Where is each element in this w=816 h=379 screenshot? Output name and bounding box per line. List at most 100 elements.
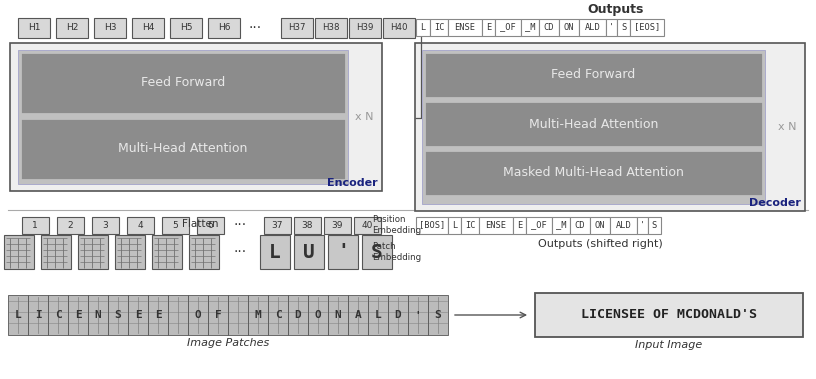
Text: H37: H37 [288, 23, 306, 33]
Text: ENSE: ENSE [486, 221, 507, 230]
Text: _M: _M [525, 22, 535, 31]
Bar [610, 216, 637, 233]
Bar [353, 216, 380, 233]
Text: Flatten: Flatten [182, 219, 219, 229]
Text: U: U [303, 243, 315, 262]
Text: H3: H3 [104, 23, 116, 33]
Text: M: M [255, 310, 261, 320]
Bar [21, 53, 345, 113]
Text: ': ' [640, 221, 645, 230]
Text: ALD: ALD [615, 221, 632, 230]
Bar [268, 295, 288, 335]
Text: H1: H1 [28, 23, 40, 33]
Text: _OF: _OF [500, 22, 516, 31]
Text: Encoder: Encoder [327, 178, 378, 188]
Text: Feed Forward: Feed Forward [141, 77, 225, 89]
Text: Patch
Embedding: Patch Embedding [372, 242, 421, 262]
Text: ON: ON [564, 22, 574, 31]
Bar [91, 216, 118, 233]
Text: H40: H40 [390, 23, 408, 33]
Bar [315, 18, 347, 38]
Bar [430, 19, 448, 36]
Bar [168, 295, 188, 335]
Bar [189, 235, 219, 269]
Text: ': ' [415, 310, 421, 320]
Bar [197, 216, 224, 233]
Text: E: E [74, 310, 82, 320]
Text: H39: H39 [357, 23, 374, 33]
Bar [559, 19, 579, 36]
Bar [328, 295, 348, 335]
Text: S: S [435, 310, 441, 320]
Bar [68, 295, 88, 335]
Text: L: L [420, 22, 426, 31]
Bar [8, 295, 28, 335]
Text: Image Patches: Image Patches [187, 338, 269, 348]
Bar [535, 293, 803, 337]
Text: CD: CD [574, 221, 585, 230]
Text: x N: x N [355, 112, 373, 122]
Bar [526, 216, 552, 233]
Text: H38: H38 [322, 23, 339, 33]
Bar [448, 216, 461, 233]
Text: Multi-Head Attention: Multi-Head Attention [529, 117, 659, 130]
Bar [461, 216, 479, 233]
Bar [448, 19, 482, 36]
Text: A: A [355, 310, 361, 320]
Bar [132, 18, 164, 38]
Text: _M: _M [556, 221, 566, 230]
Bar [482, 19, 495, 36]
Text: Masked Multi-Head Attention: Masked Multi-Head Attention [503, 166, 684, 180]
Bar [228, 295, 248, 335]
Bar [56, 18, 88, 38]
Text: O: O [195, 310, 202, 320]
Text: Decoder: Decoder [749, 198, 801, 208]
Text: L: L [375, 310, 381, 320]
Text: D: D [295, 310, 301, 320]
Text: 1: 1 [32, 221, 38, 230]
Text: ···: ··· [233, 245, 246, 259]
Bar [162, 216, 188, 233]
Bar [18, 18, 50, 38]
Text: 6: 6 [207, 221, 213, 230]
Bar [56, 216, 83, 233]
Text: 5: 5 [172, 221, 178, 230]
Text: F: F [215, 310, 221, 320]
Text: E: E [154, 310, 162, 320]
Text: Multi-Head Attention: Multi-Head Attention [118, 143, 248, 155]
Bar [513, 216, 526, 233]
Bar [422, 50, 765, 204]
Bar [552, 216, 570, 233]
Text: C: C [275, 310, 282, 320]
Text: ALD: ALD [584, 22, 601, 31]
Text: 37: 37 [271, 221, 283, 230]
Text: N: N [335, 310, 341, 320]
Bar [606, 19, 617, 36]
Bar [264, 216, 290, 233]
Bar [521, 19, 539, 36]
Bar [88, 295, 108, 335]
Bar [21, 119, 345, 179]
Text: N: N [95, 310, 101, 320]
Bar [152, 235, 182, 269]
Bar [148, 295, 168, 335]
Bar [425, 151, 762, 195]
Bar [170, 18, 202, 38]
Text: ···: ··· [248, 21, 262, 35]
Bar [637, 216, 648, 233]
Text: S: S [371, 243, 383, 262]
Bar [570, 216, 590, 233]
Bar [579, 19, 606, 36]
Text: S: S [114, 310, 122, 320]
Bar [48, 295, 68, 335]
Text: S: S [621, 22, 626, 31]
Text: _OF: _OF [531, 221, 547, 230]
Text: Input Image: Input Image [636, 340, 703, 350]
Bar [425, 102, 762, 146]
Bar [425, 53, 762, 97]
Text: ···: ··· [233, 218, 246, 232]
Text: 40: 40 [361, 221, 373, 230]
Text: L: L [15, 310, 21, 320]
Bar [630, 19, 664, 36]
Bar [260, 235, 290, 269]
